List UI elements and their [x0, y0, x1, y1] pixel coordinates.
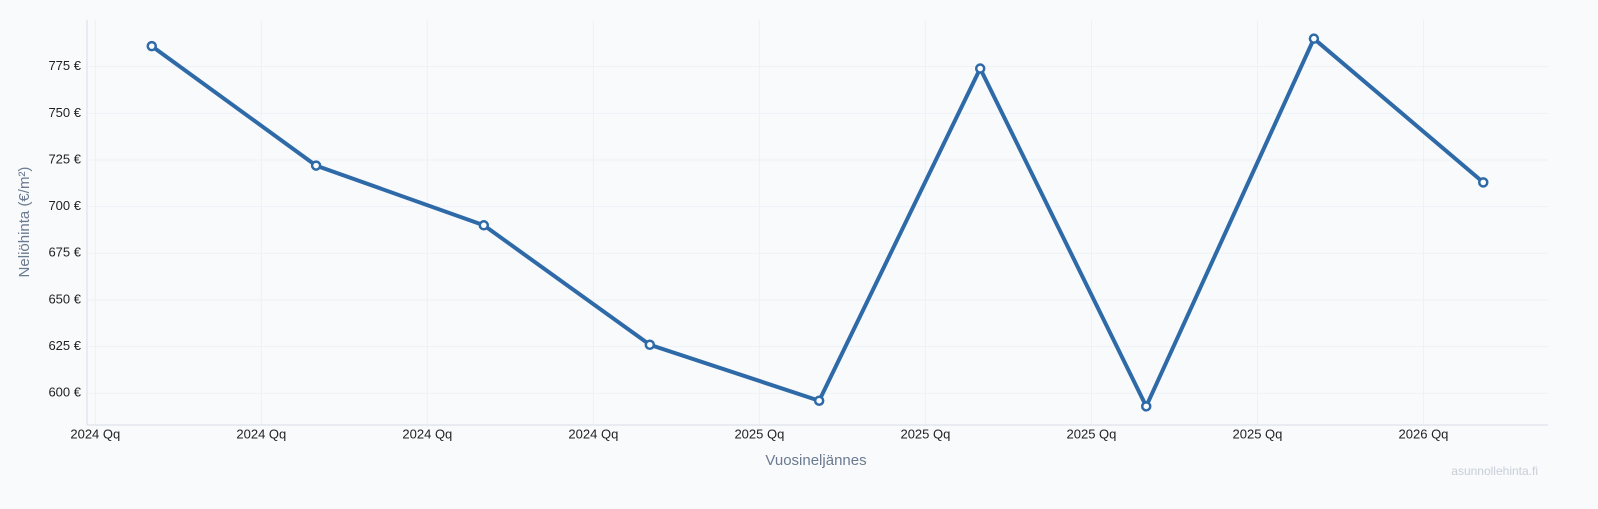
x-tick-label: 2024 Qq [236, 426, 286, 441]
watermark: asunnollehinta.fi [1451, 464, 1538, 478]
y-tick-label: 675 € [48, 245, 81, 260]
x-tick-label: 2026 Qq [1399, 426, 1449, 441]
x-tick-label: 2024 Qq [402, 426, 452, 441]
point [1140, 401, 1152, 412]
x-tick-label: 2024 Qq [568, 426, 618, 441]
y-tick-label: 625 € [48, 338, 81, 353]
point [974, 63, 986, 74]
point [644, 339, 656, 350]
point [1478, 177, 1489, 188]
point [1308, 33, 1320, 44]
y-axis-title: Neliöhinta (€/m²) [16, 167, 33, 278]
y-tick-label: 600 € [48, 385, 81, 400]
point [310, 160, 322, 171]
y-tick-label: 750 € [48, 105, 81, 120]
x-tick-label: 2024 Qq [70, 426, 120, 441]
y-tick-label: 650 € [48, 291, 81, 306]
x-tick-label: 2025 Qq [900, 426, 950, 441]
x-tick-label: 2025 Qq [734, 426, 784, 441]
y-tick-label: 725 € [48, 151, 81, 166]
line [150, 36, 1485, 409]
y-tick-label: 775 € [48, 58, 81, 73]
x-tick-label: 2025 Qq [1067, 426, 1117, 441]
point [146, 40, 157, 52]
x-tick-label: 2025 Qq [1233, 426, 1283, 441]
y-tick-label: 700 € [48, 198, 81, 213]
point [813, 395, 825, 406]
x-axis-title: Vuosineljännes [765, 452, 866, 469]
point [478, 220, 490, 231]
